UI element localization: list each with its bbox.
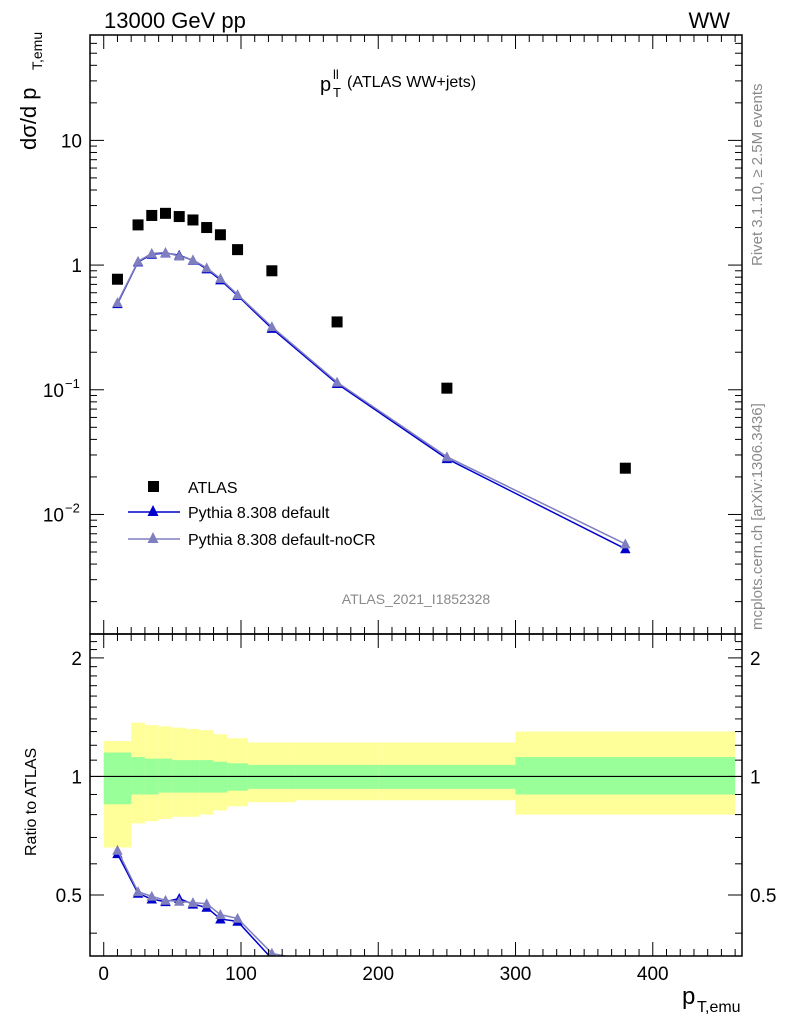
series-nocr-ratio-marker <box>215 909 226 920</box>
series-nocr-marker <box>132 255 144 266</box>
ratio-tick-label-right: 0.5 <box>750 886 776 907</box>
ratio-frame <box>89 633 743 957</box>
series-nocr-ratio-marker <box>146 890 157 901</box>
energy-label: 13000 GeV pp <box>104 8 246 33</box>
ratio-band-inner <box>103 752 132 805</box>
series-nocr-ratio-line <box>116 849 289 956</box>
series-nocr-ratio-marker <box>132 886 144 897</box>
series-nocr-marker <box>215 273 226 283</box>
atlas-point <box>619 462 631 474</box>
mcplots-label: mcplots.cern.ch [arXiv:1306.3436] <box>749 403 766 630</box>
xlabel-sub: T,emu <box>697 999 741 1016</box>
plot-title-sup: ll <box>333 67 339 82</box>
atlas-point <box>331 316 343 328</box>
ratio-tick-label-left: 0.5 <box>56 886 82 907</box>
series-nocr-marker <box>232 289 243 299</box>
series-nocr-line <box>116 251 626 545</box>
axis-ticks <box>90 34 742 956</box>
y-tick-label: 10 <box>43 505 64 526</box>
atlas-point <box>159 207 171 219</box>
plot-title-sub: T <box>333 85 341 100</box>
atlas-point <box>173 211 185 223</box>
series-nocr-marker <box>112 297 123 308</box>
series-nocr-ratio-marker <box>232 912 243 923</box>
y-tick-label: 10 <box>61 131 82 152</box>
series-nocr-marker <box>331 376 343 387</box>
series-nocr-marker <box>201 262 212 273</box>
series-nocr-ratio-marker <box>332 961 342 971</box>
series-nocr-ratio-marker <box>187 897 199 908</box>
series-nocr-ratio-marker <box>160 894 171 905</box>
series-nocr-ratio-marker <box>620 1010 630 1020</box>
plot-title: p ll T (ATLAS WW+jets) <box>320 67 476 100</box>
ratio-band-inner <box>158 758 173 793</box>
series-nocr-ratio-marker <box>173 895 185 906</box>
series-nocr-marker <box>266 321 278 332</box>
series-nocr-marker <box>441 451 453 462</box>
atlas-point <box>146 209 158 221</box>
atlas-point <box>111 273 123 285</box>
plot-title-main: p <box>320 74 331 96</box>
ratio-band-inner <box>515 757 736 795</box>
series-nocr-marker <box>146 247 157 258</box>
series-nocr-ratio-marker <box>267 947 277 956</box>
legend-default-label: Pythia 8.308 default <box>188 505 330 522</box>
top-ylabel-sub: T,emu <box>29 32 45 70</box>
series-nocr-ratio-marker <box>442 988 452 998</box>
series-nocr-marker <box>620 538 631 549</box>
series-nocr-marker <box>187 254 199 265</box>
legend-default-marker <box>147 505 159 516</box>
legend: ATLAS Pythia 8.308 default Pythia 8.308 … <box>128 480 376 549</box>
y-tick-label-exp: −2 <box>65 500 80 515</box>
legend-nocr-marker <box>147 532 159 543</box>
process-label: WW <box>688 8 730 33</box>
x-tick-label: 0 <box>98 964 109 985</box>
atlas-point <box>266 265 278 277</box>
y-tick-label-exp: −1 <box>65 376 80 391</box>
atlas-point <box>187 214 199 226</box>
ratio-panel <box>90 722 742 1020</box>
series-nocr-ratio-marker <box>201 898 212 909</box>
legend-atlas-label: ATLAS <box>188 480 238 497</box>
x-tick-label: 400 <box>637 964 669 985</box>
main-panel <box>111 207 631 554</box>
series-default-ratio-line <box>116 853 271 956</box>
ratio-band-inner <box>213 761 228 793</box>
legend-atlas-marker <box>148 481 159 492</box>
x-tick-label: 300 <box>500 964 532 985</box>
bottom-ylabel: Ratio to ATLAS <box>23 748 40 856</box>
ratio-tick-label-left: 2 <box>71 649 82 670</box>
atlas-point <box>232 244 244 256</box>
top-ylabel-main: dσ/d p <box>16 87 41 150</box>
legend-nocr-label: Pythia 8.308 default-noCR <box>188 532 376 549</box>
series-nocr-marker <box>173 250 185 261</box>
atlas-point <box>201 222 213 234</box>
x-tick-label: 100 <box>225 964 257 985</box>
analysis-id: ATLAS_2021_I1852328 <box>342 591 491 607</box>
series-default-ratio-marker <box>442 994 452 1004</box>
ratio-band-inner <box>131 757 145 795</box>
series-default-ratio-marker <box>332 966 342 976</box>
series-nocr-marker <box>160 247 171 257</box>
x-tick-label: 200 <box>362 964 394 985</box>
panel-frames <box>89 34 743 957</box>
atlas-point <box>214 229 226 241</box>
ratio-tick-label-left: 1 <box>71 767 82 788</box>
xlabel-main: p <box>682 983 695 1010</box>
top-ylabel: dσ/d p T,emu <box>16 32 45 150</box>
atlas-point <box>441 382 453 394</box>
xlabel: p T,emu <box>682 983 741 1016</box>
rivet-label: Rivet 3.1.10, ≥ 2.5M events <box>749 84 766 267</box>
plot-title-rest: (ATLAS WW+jets) <box>347 74 476 91</box>
ratio-tick-label-right: 1 <box>750 767 761 788</box>
y-tick-label: 1 <box>71 256 82 277</box>
series-nocr-ratio-marker <box>112 844 123 855</box>
atlas-point <box>132 219 144 231</box>
y-tick-label: 10 <box>43 381 64 402</box>
ratio-tick-label-right: 2 <box>750 649 761 670</box>
